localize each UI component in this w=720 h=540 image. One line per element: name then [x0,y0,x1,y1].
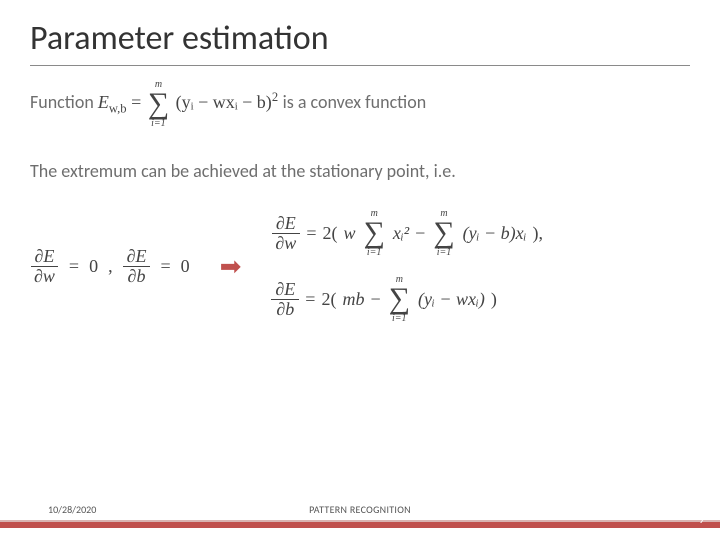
arrow-right-icon: ➡ [214,253,248,279]
formula-loss-sq: 2 [272,90,278,104]
sym-eq-4: = [305,286,315,313]
grad-w-line: ∂E ∂w = 2(w m ∑ i=1 xᵢ² − m ∑ [271,209,543,257]
formula-yiwxi: (yᵢ − wxᵢ) [418,286,485,313]
stationary-conditions: ∂E ∂w = 0 , ∂E ∂b = 0 [30,247,190,286]
slide: Parameter estimation Function Ew,b = m ∑… [0,0,720,540]
formula-E-sub: w,b [109,102,127,116]
sum-lower-4: i=1 [392,314,407,323]
slide-footer: 10/28/2020 PATTERN RECOGNITION 9 [0,498,720,528]
slide-title: Parameter estimation [0,0,720,65]
text-function-suffix: is a convex function [283,91,427,113]
sym-zero-1: 0 [89,253,98,280]
formula-loss: Ew,b = m ∑ i=1 (yᵢ − wxᵢ − b)2 [98,92,283,112]
num-dE-4: ∂E [271,280,299,300]
num-dE-1: ∂E [31,247,59,267]
sym-eq: = [131,92,141,112]
sym-minus-2: − [370,286,380,313]
den-dw-1: ∂w [30,267,59,286]
sym-minus-1: − [415,220,425,247]
den-db-2: ∂b [272,300,298,319]
sym-comma-1: , [108,253,113,280]
sym-zero-2: 0 [181,253,190,280]
sum-symbol: m ∑ i=1 [148,80,169,128]
gradient-expressions: ∂E ∂w = 2(w m ∑ i=1 xᵢ² − m ∑ [271,209,543,323]
sym-eq-2: = [160,253,170,280]
sum-symbol-3: m ∑ i=1 [433,209,454,257]
sum-lower-2: i=1 [367,248,382,257]
frac-dE-db-2: ∂E ∂b [271,280,299,319]
frac-dE-dw: ∂E ∂w [30,247,59,286]
footer-page-number: 9 [699,513,704,526]
sum-symbol-2: m ∑ i=1 [363,209,384,257]
formula-xi2: xᵢ² [393,220,409,247]
num-dE-2: ∂E [123,247,151,267]
formula-loss-inner: (yᵢ − wxᵢ − b) [176,92,272,112]
sym-mb: mb [342,286,364,313]
sym-eq-3: = [306,220,316,247]
frac-dE-db: ∂E ∂b [123,247,151,286]
equation-row: ∂E ∂w = 0 , ∂E ∂b = 0 ➡ ∂E ∂w [30,209,690,323]
den-dw-2: ∂w [271,234,300,253]
text-function-prefix: Function [30,91,98,113]
sym-close-1: ), [532,220,543,247]
sym-close-2: ) [491,286,497,313]
footer-center-text: PATTERN RECOGNITION [309,503,411,516]
sum-lower: i=1 [151,119,166,128]
footer-date: 10/28/2020 [48,503,96,516]
sum-lower-3: i=1 [437,248,452,257]
sym-2open-2: 2( [321,286,336,313]
sym-2open-1: 2( [322,220,337,247]
sym-eq-1: = [69,253,79,280]
text-function-convex: Function Ew,b = m ∑ i=1 (yᵢ − wxᵢ − b)2 … [30,80,690,128]
sum-symbol-4: m ∑ i=1 [389,275,410,323]
grad-b-line: ∂E ∂b = 2(mb − m ∑ i=1 (yᵢ − wxᵢ) ) [271,275,543,323]
sym-w: w [343,220,355,247]
formula-yibxi: (yᵢ − b)xᵢ [463,220,527,247]
footer-accent-bar [0,522,720,528]
slide-body: Function Ew,b = m ∑ i=1 (yᵢ − wxᵢ − b)2 … [0,66,720,323]
num-dE-3: ∂E [272,214,300,234]
text-extremum: The extremum can be achieved at the stat… [30,158,690,185]
den-db-1: ∂b [124,267,150,286]
frac-dE-dw-2: ∂E ∂w [271,214,300,253]
